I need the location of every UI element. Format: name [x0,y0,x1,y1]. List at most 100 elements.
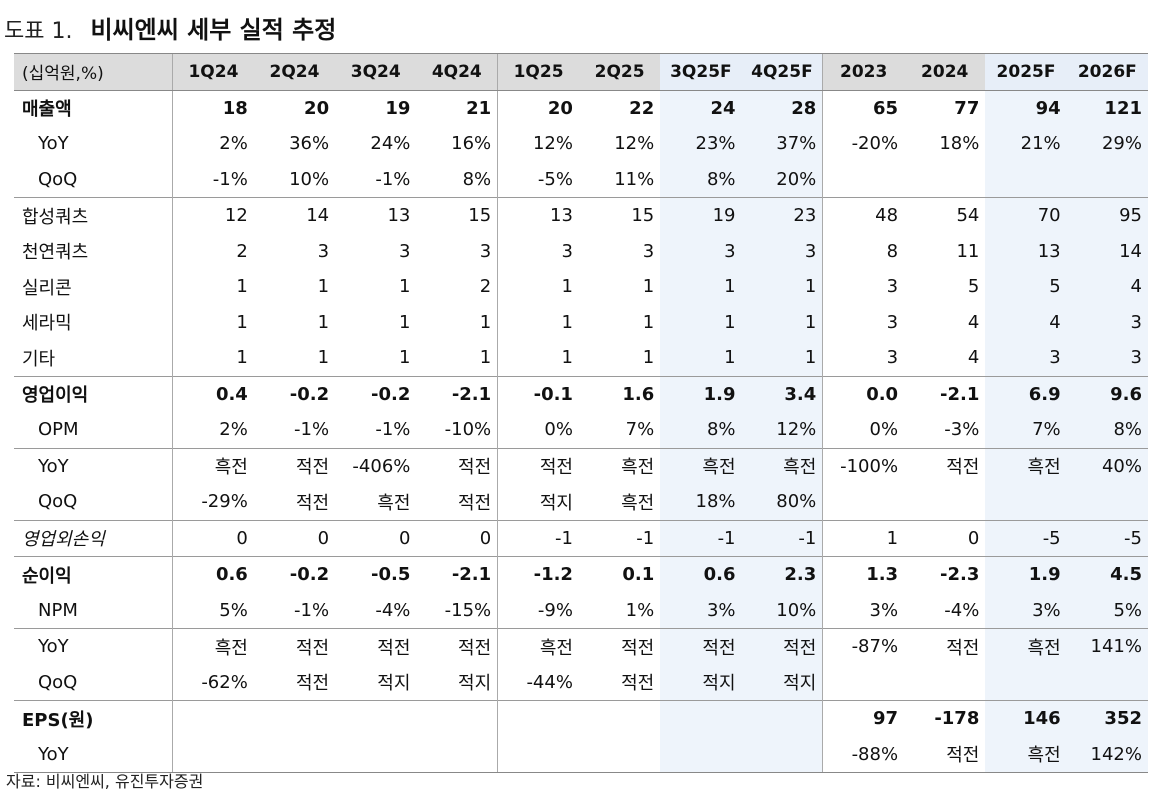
table-cell: 21 [466,97,492,119]
table-cell: 77 [954,97,980,119]
table-cell: 13 [985,233,1067,269]
table-row: 영업이익 0.4 -0.2 -0.2 -2.1 -0.1 1.6 1.9 3.4 0.0 -2.1 6… [14,375,1148,412]
table-cell [741,736,823,773]
table-cell [416,736,498,773]
table-cell: 18% [939,133,980,155]
table-cell: 121 [1066,90,1148,126]
table-cell: -178 [904,700,986,737]
header-cell: 2023 [822,53,905,91]
table-cell: 142% [1066,736,1148,773]
table-cell: 9.6 [1066,375,1148,412]
row-label: QoQ [38,168,78,190]
header-cell: 1Q24 [172,53,254,91]
table-cell [416,700,498,737]
table-cell: 3 [741,233,823,269]
table-cell: 8% [1066,412,1148,448]
table-cell: 0 [416,519,498,557]
table-cell: -1% [294,599,330,621]
table-row: 세라믹 1 1 1 1 1 1 1 1 3 4 4 3 [14,304,1148,340]
table-row: 천연쿼츠 2 3 3 3 3 3 3 3 8 11 13 14 [14,233,1148,269]
table-cell: 24 [660,90,742,126]
earnings-table: (십억원,%) 1Q24 2Q24 3Q24 4Q24 1Q25 2Q25 3Q… [14,53,1148,773]
table-cell: -15% [444,599,492,621]
table-cell: -1.2 [497,556,579,593]
table-cell: 3 [1066,304,1148,340]
table-cell: 적전 [253,628,336,665]
table-cell [578,700,661,737]
row-label: 세라믹 [22,313,72,335]
table-cell [985,664,1067,701]
header-row: (십억원,%) 1Q24 2Q24 3Q24 4Q24 1Q25 2Q25 3Q… [14,53,1148,91]
table-cell: -3% [944,419,980,441]
table-cell: 14 [1066,233,1148,269]
header-cell: 3Q25F [660,53,742,91]
table-cell: 141% [1066,628,1148,665]
table-row: EPS(원) 97 -178 146 352 [14,700,1148,737]
table-cell: 23% [660,126,742,162]
table-cell: 흑전 [985,447,1067,484]
table-cell: 3% [822,592,905,629]
table-cell: -2.1 [416,556,498,593]
table-cell: 1 [172,340,254,376]
table-cell: 95 [1066,197,1148,234]
table-cell: 4 [1066,269,1148,305]
table-cell: -2.3 [904,556,986,593]
header-cell: 2025F [985,53,1067,91]
table-cell: 2 [172,233,254,269]
table-cell: 13 [335,197,417,234]
figure-label: 도표 1. [4,19,73,44]
table-cell: 0 [253,519,336,557]
table-row: 합성쿼츠 12 14 13 15 13 15 19 23 48 54 70 95 [14,197,1148,234]
table-cell: 54 [904,197,986,234]
table-cell: 19 [385,97,411,119]
table-row: 순이익 0.6 -0.2 -0.5 -2.1 -1.2 0.1 0.6 2.3 1.3 -2.3 1.… [14,556,1148,593]
table-cell: 3 [497,233,579,269]
table-cell: -1 [660,519,742,557]
table-cell: 10% [741,592,823,629]
table-cell: 1 [479,347,492,369]
source-note: 자료: 비씨엔씨, 유진투자증권 [6,772,204,791]
table-cell: 적전 [578,628,661,665]
table-cell: 8% [660,161,742,198]
table-cell: 65 [822,90,905,126]
table-cell: -0.2 [335,375,417,412]
table-cell: -62% [172,664,254,701]
table-cell: 97 [822,700,905,737]
table-cell: 4 [985,304,1067,340]
table-cell: 28 [741,90,823,126]
table-cell: 8 [822,233,905,269]
table-cell: 1 [497,304,579,340]
row-label: 기타 [22,348,56,370]
table-cell: 3% [660,592,742,629]
table-cell: 1 [398,347,411,369]
table-cell [985,161,1067,198]
table-cell: 적지 [497,484,579,520]
table-cell: 21% [985,126,1067,162]
table-cell: 4 [967,311,980,333]
table-cell: 12% [741,412,823,448]
table-cell [660,736,742,773]
table-cell: 적지 [741,664,823,701]
row-label: 영업외손익 [14,519,173,557]
table-cell: -1% [375,168,411,190]
table-cell: -2.1 [904,375,986,412]
table-cell: 적지 [458,673,492,695]
table-cell: 4.5 [1066,556,1148,593]
table-cell [172,736,254,773]
table-cell: 1 [660,340,742,376]
table-cell: -10% [444,419,492,441]
table-cell: 2.3 [741,556,823,593]
table-cell [1066,161,1148,198]
table-cell: 352 [1066,700,1148,737]
table-cell: 6.9 [985,375,1067,412]
table-row: QoQ -62% 적전 적지 적지 -44% 적전 적지 적지 [14,664,1148,701]
table-cell [1066,484,1148,520]
table-cell: 20 [304,97,330,119]
table-cell: 1 [741,340,823,376]
table-cell: 14 [253,197,336,234]
table-cell: -29% [172,484,254,520]
table-cell: 1 [660,269,742,305]
table-cell: 3 [317,240,330,262]
table-title: 도표 1. 비씨엔씨 세부 실적 추정 [4,10,336,46]
table-cell: 1.9 [985,556,1067,593]
